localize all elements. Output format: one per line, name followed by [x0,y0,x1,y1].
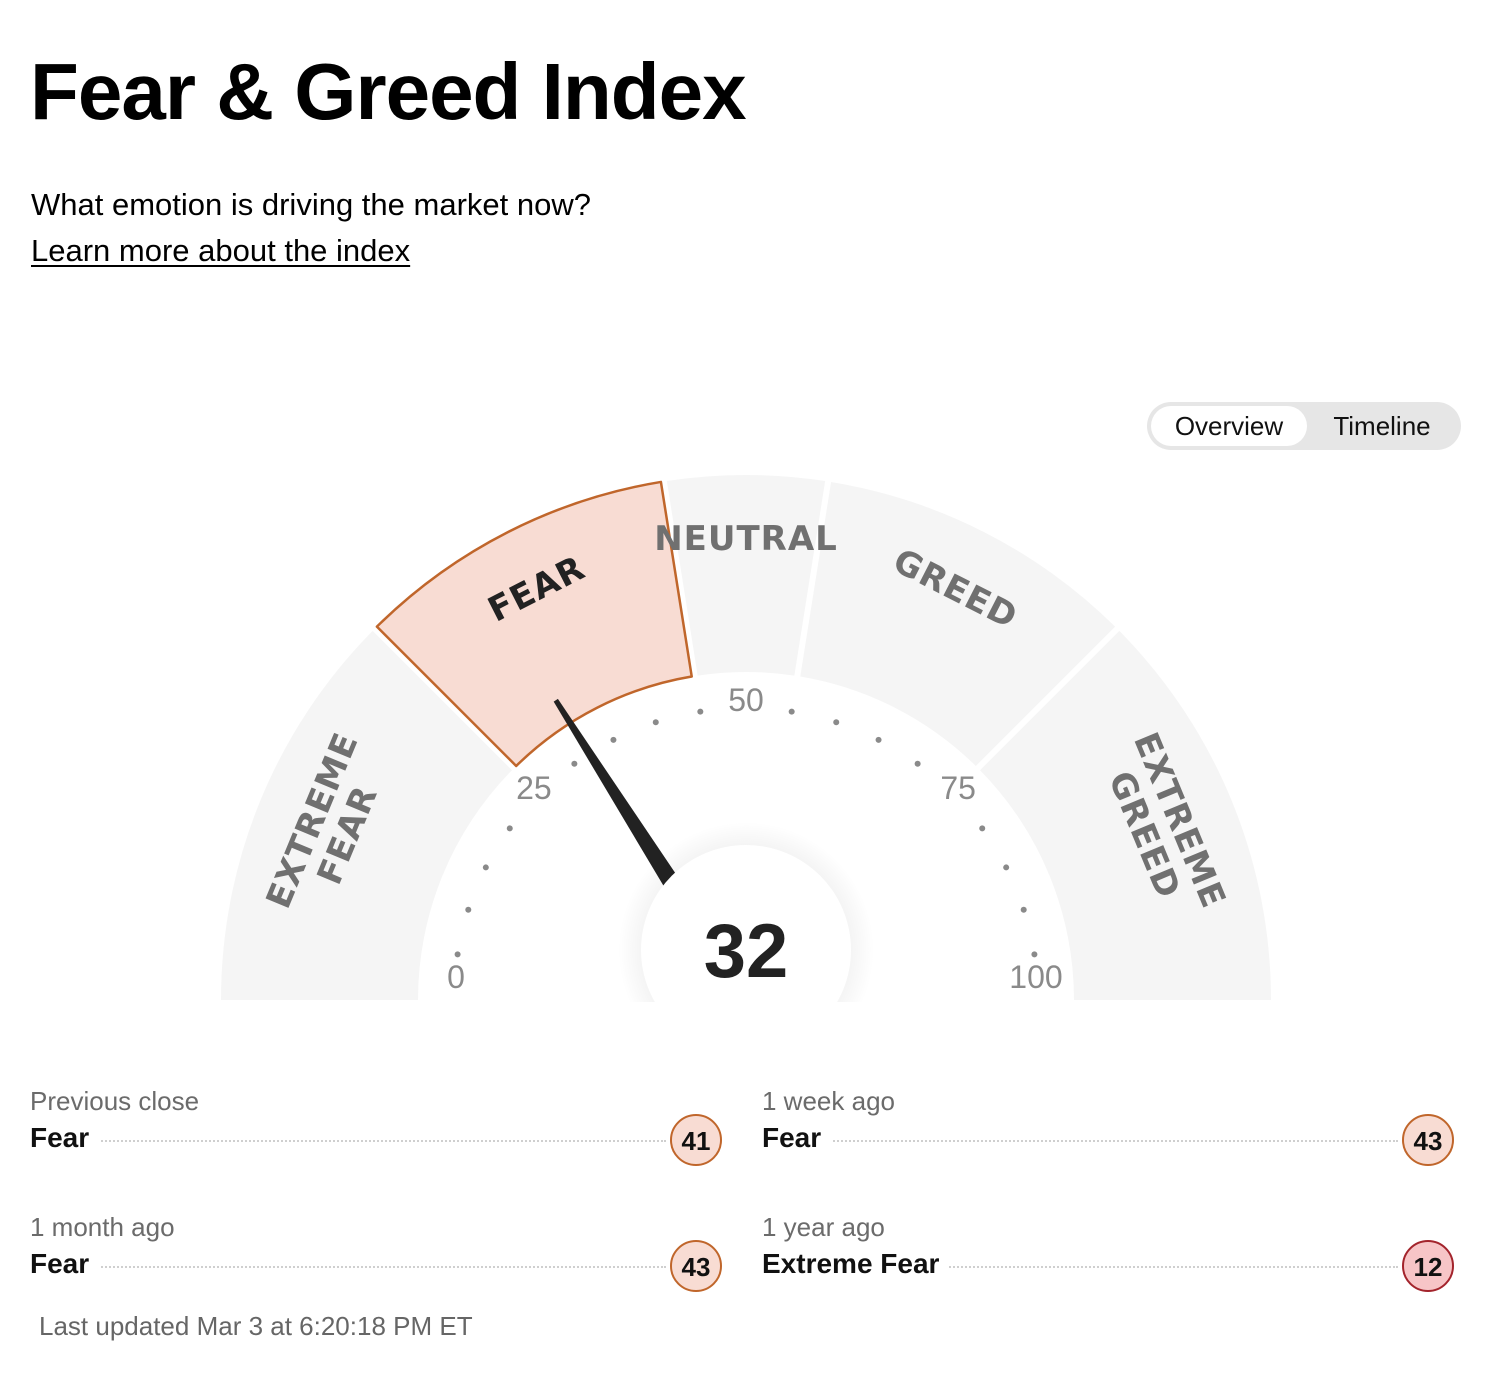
history-rating: Fear [762,1122,832,1154]
gauge-scale-dot [506,825,513,832]
gauge-scale-dot [914,760,921,767]
gauge-hub [641,845,851,1040]
history-value-badge: 41 [670,1114,722,1166]
gauge-tick-label: 50 [728,682,764,718]
tab-overview[interactable]: Overview [1151,406,1307,446]
gauge-scale-dot [465,906,472,913]
history-rating: Fear [30,1122,100,1154]
history-label: 1 year ago [762,1212,885,1242]
gauge-segment-greed [800,481,1116,766]
gauge-segment-neutral [666,475,826,676]
gauge-scale-dot [610,736,617,743]
tab-timeline[interactable]: Timeline [1333,411,1431,441]
view-toggle: Overview Timeline [1147,402,1461,450]
history-1-month-ago: 1 month ago Fear 43 [30,1212,722,1292]
history-label: Previous close [30,1086,200,1116]
gauge-tick-label: 75 [940,770,976,806]
dotted-leader [30,1266,666,1268]
page-subtitle: What emotion is driving the market now? [31,187,591,222]
page-title: Fear & Greed Index [30,47,747,136]
history-previous-close: Previous close Fear 41 [30,1086,722,1166]
gauge-scale-dot [788,708,795,715]
history-1-year-ago: 1 year ago Extreme Fear 12 [762,1212,1454,1292]
gauge-tick-label: 25 [516,770,552,806]
dotted-leader [762,1140,1398,1142]
history-rating: Extreme Fear [762,1248,950,1280]
history-1-week-ago: 1 week ago Fear 43 [762,1086,1454,1166]
gauge-scale-dot [482,864,489,871]
gauge-scale-dot [833,719,840,726]
gauge-scale-dot [1020,906,1027,913]
gauge-label-neutral: NEUTRAL [654,519,838,559]
gauge-scale-dot [571,760,578,767]
gauge-scale-dot [979,825,986,832]
gauge-tick-label: 0 [447,959,465,995]
dotted-leader [30,1140,666,1142]
history-value-badge: 43 [670,1240,722,1292]
learn-more-link[interactable]: Learn more about the index [31,233,411,268]
history-rating: Fear [30,1248,100,1280]
gauge-segment-extreme-fear [221,630,512,1000]
gauge-tick-label: 100 [1009,959,1062,995]
history-value-badge: 43 [1402,1114,1454,1166]
gauge-segment-fear [375,480,693,768]
last-updated-timestamp: Last updated Mar 3 at 6:20:18 PM ET [39,1311,473,1341]
gauge-segment-extreme-greed [980,630,1271,1000]
history-label: 1 week ago [762,1086,895,1116]
gauge-current-value: 32 [704,909,789,994]
dotted-leader [762,1266,1398,1268]
gauge-scale-dot [1031,951,1038,958]
fear-greed-gauge: EXTREMEFEARFEARNEUTRALGREEDEXTREMEGREED … [0,475,1506,1040]
history-label: 1 month ago [30,1212,175,1242]
gauge-scale-dot [1003,864,1010,871]
gauge-baseline-mask [0,1002,1506,1040]
gauge-scale-dot [652,719,659,726]
history-value-badge: 12 [1402,1240,1454,1292]
gauge-scale-dot [875,736,882,743]
gauge-scale-dot [454,951,461,958]
gauge-scale-dot [697,708,704,715]
